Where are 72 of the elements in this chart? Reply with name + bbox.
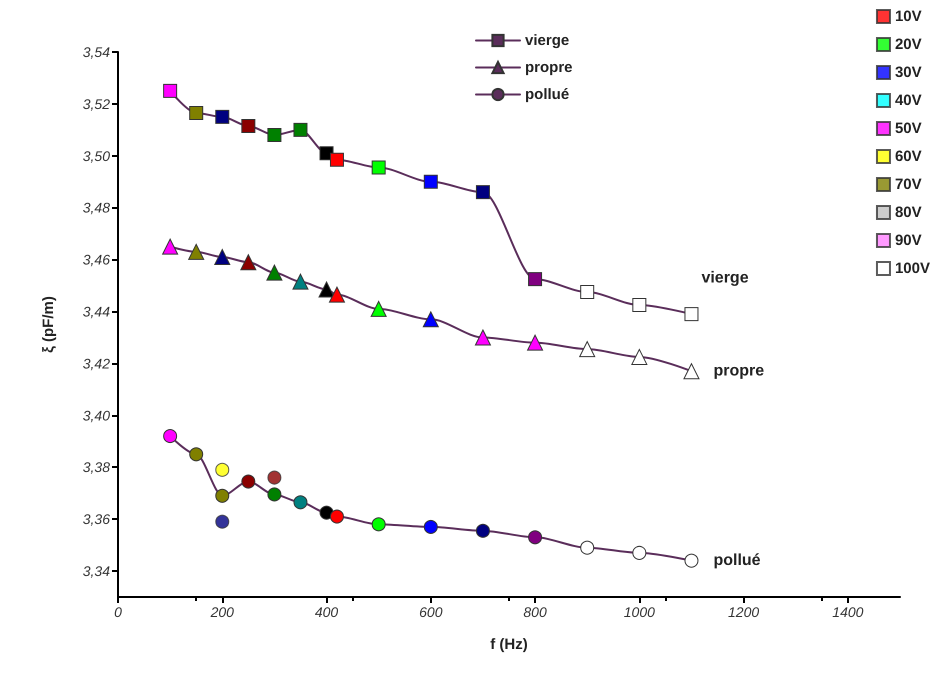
legend-label: 60V [894, 148, 922, 165]
x-tick-label: 1000 [624, 604, 656, 620]
x-tick-label: 0 [114, 604, 122, 620]
legend-label: 10V [894, 8, 922, 25]
point [189, 447, 204, 462]
y-tick-label: 3,46 [82, 252, 110, 268]
legend-label: 40V [894, 92, 922, 109]
y-axis-title: ξ (pF/m) [40, 296, 57, 353]
point [188, 244, 204, 260]
point [162, 238, 178, 255]
x-tick-label: 1400 [832, 604, 864, 620]
point [267, 470, 282, 485]
x-axis-title: f (Hz) [490, 636, 528, 653]
point [370, 300, 387, 317]
point [632, 298, 646, 312]
legend-label: 30V [894, 64, 922, 81]
point [684, 307, 698, 322]
x-tick-label: 600 [419, 604, 443, 620]
point [328, 286, 345, 303]
point [215, 488, 230, 503]
point [527, 334, 544, 351]
point [422, 311, 439, 328]
point [684, 554, 698, 568]
point [372, 160, 386, 174]
x-tick-label: 800 [523, 604, 547, 620]
legend-label: propre [525, 59, 573, 76]
y-tick-label: 3,54 [82, 44, 110, 60]
y-tick-label: 3,44 [82, 304, 110, 320]
y-tick-label: 3,48 [82, 200, 110, 216]
point [318, 281, 335, 298]
point [293, 495, 308, 510]
point [528, 530, 542, 544]
y-tick-label: 3,50 [82, 148, 110, 164]
legend-label: 90V [894, 232, 922, 249]
annotation: propre [713, 362, 764, 380]
point [215, 462, 230, 477]
x-tick-label: 1200 [728, 604, 760, 620]
point [266, 264, 282, 281]
point [474, 329, 491, 346]
x-tick-label: 400 [314, 604, 338, 620]
point [424, 174, 438, 189]
point [528, 272, 542, 286]
point [292, 274, 308, 290]
point [580, 285, 594, 300]
point [330, 152, 344, 167]
y-tick-label: 3,36 [82, 511, 110, 528]
y-tick-label: 3,34 [82, 563, 110, 580]
legend-label: 100V [894, 260, 930, 277]
point [580, 540, 594, 555]
annotation: vierge [701, 270, 749, 287]
legend-label: pollué [525, 86, 570, 103]
legend-label: vierge [525, 32, 570, 49]
point [320, 506, 334, 520]
point [372, 517, 386, 532]
annotation: pollué [713, 552, 761, 570]
point [330, 510, 344, 524]
point [189, 106, 204, 120]
legend-label: 20V [894, 36, 922, 53]
y-tick-label: 3,40 [82, 407, 110, 424]
point [293, 122, 308, 137]
point [632, 546, 646, 560]
legend-label: 50V [894, 120, 922, 137]
x-tick-label: 200 [210, 604, 234, 620]
legend-label: 80V [894, 204, 922, 221]
point [267, 487, 282, 502]
point [215, 514, 230, 529]
legend-label: 70V [894, 176, 922, 193]
y-tick-label: 3,42 [82, 355, 110, 372]
point [424, 520, 438, 534]
y-tick-label: 3,38 [82, 459, 110, 476]
y-tick-label: 3,52 [82, 96, 110, 112]
point [267, 128, 282, 142]
